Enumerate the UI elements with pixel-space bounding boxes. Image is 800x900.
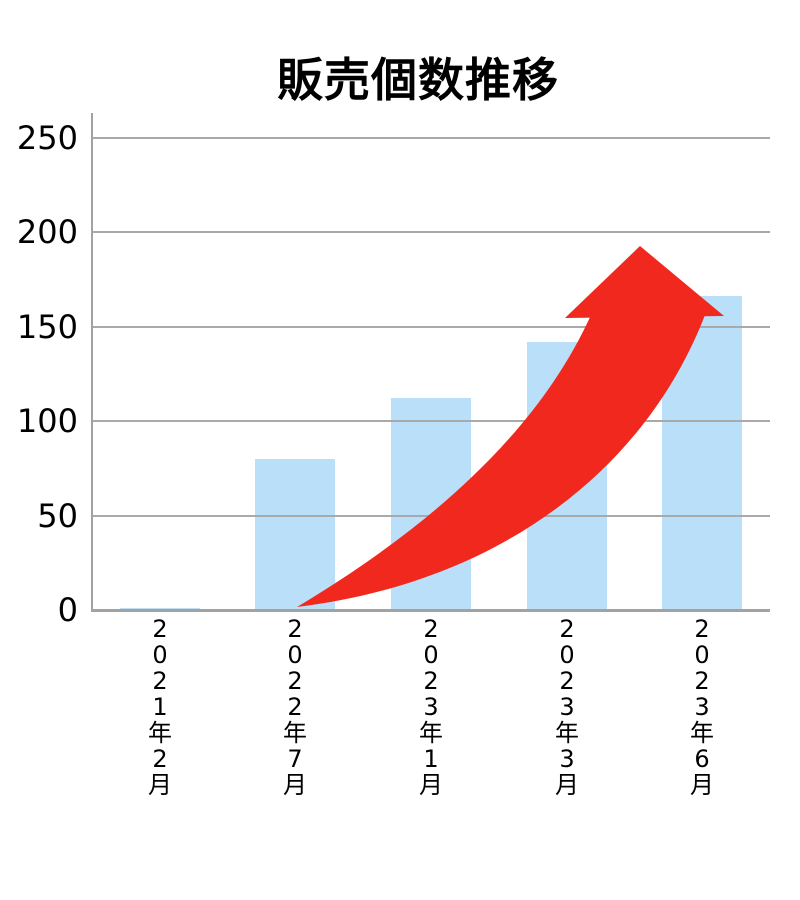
x-tick-label-char: 2 [423, 615, 439, 643]
gridline [92, 231, 770, 233]
x-tick-label-char: 2 [287, 693, 303, 721]
chart-title: 販売個数推移 [277, 53, 559, 107]
x-tick-label-char: 0 [423, 641, 439, 669]
y-tick-label: 0 [57, 591, 78, 629]
gridline [92, 137, 770, 139]
x-tick-label-char: 0 [152, 641, 168, 669]
y-axis-line [91, 113, 93, 610]
x-tick-label-char: 年 [690, 719, 714, 747]
growth-arrow-body [297, 315, 705, 607]
x-tick-label-char: 3 [559, 693, 575, 721]
x-tick-label-char: 2 [694, 667, 710, 695]
gridline [92, 420, 770, 422]
x-tick-label-char: 2 [287, 667, 303, 695]
bar-2023年6月 [662, 296, 742, 610]
x-tick-label-char: 2 [152, 745, 168, 773]
gridline [92, 326, 770, 328]
x-tick-label-char: 0 [559, 641, 575, 669]
y-tick-label: 200 [16, 213, 78, 251]
x-tick-label-char: 年 [283, 719, 307, 747]
x-tick-label-char: 6 [694, 745, 710, 773]
x-tick-label-char: 2 [423, 667, 439, 695]
x-tick-label-char: 1 [423, 745, 439, 773]
x-tick-label-char: 2 [152, 667, 168, 695]
x-tick-label-char: 月 [555, 771, 579, 799]
bar-2023年3月 [527, 342, 607, 610]
bar-2023年1月 [391, 398, 471, 610]
x-tick-label-char: 2 [559, 667, 575, 695]
x-tick-label-char: 年 [148, 719, 172, 747]
x-tick-label-char: 月 [690, 771, 714, 799]
x-tick-label-char: 月 [419, 771, 443, 799]
y-tick-label: 50 [37, 497, 78, 535]
x-tick-label-char: 年 [555, 719, 579, 747]
x-tick-label-char: 0 [694, 641, 710, 669]
x-tick-label-char: 月 [148, 771, 172, 799]
x-tick-label-char: 1 [152, 693, 168, 721]
x-tick-label-char: 7 [287, 745, 303, 773]
bar-2022年7月 [255, 459, 335, 610]
x-tick-label-char: 2 [559, 615, 575, 643]
x-tick-label-char: 2 [287, 615, 303, 643]
x-axis-line [91, 609, 770, 612]
x-tick-label-char: 2 [152, 615, 168, 643]
x-tick-label-char: 年 [419, 719, 443, 747]
x-tick-label-char: 0 [287, 641, 303, 669]
x-tick-label-char: 3 [559, 745, 575, 773]
x-tick-label-char: 3 [694, 693, 710, 721]
gridline [92, 515, 770, 517]
x-tick-label-char: 2 [694, 615, 710, 643]
x-tick-label-char: 月 [283, 771, 307, 799]
y-tick-label: 100 [16, 402, 78, 440]
y-tick-label: 150 [16, 308, 78, 346]
x-tick-label-char: 3 [423, 693, 439, 721]
y-tick-label: 250 [16, 119, 78, 157]
